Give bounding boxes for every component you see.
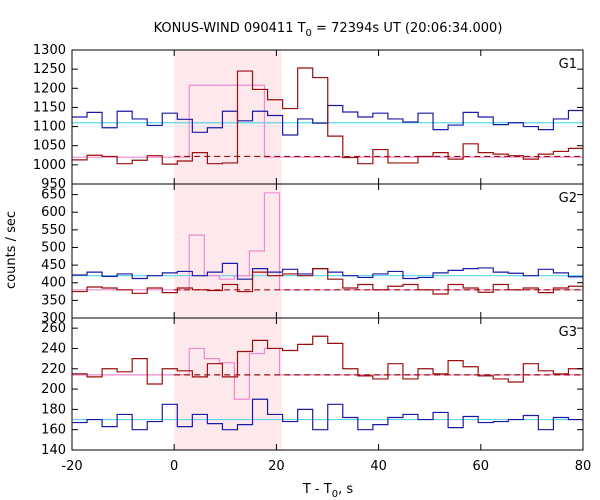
x-tick-label: 40	[370, 459, 387, 474]
panel-g1: 950 1000 1050 1100 1150 1200 1250 1300 G1	[33, 43, 584, 192]
y-tick-label: 1250	[33, 62, 66, 77]
y-tick-label: 450	[41, 258, 66, 273]
y-tick-label: 500	[41, 240, 66, 255]
fit-line-1	[72, 347, 583, 400]
panel-label: G2	[559, 191, 577, 206]
y-tick-label: 1050	[33, 139, 66, 154]
y-tick-label: 140	[41, 443, 66, 458]
x-tick-label: 0	[170, 459, 178, 474]
chart-title: KONUS-WIND 090411 T0 = 72394s UT (20:06:…	[154, 21, 503, 39]
panel-label: G3	[559, 325, 577, 340]
y-tick-label: 260	[41, 321, 66, 336]
panel-frame	[71, 317, 584, 451]
xlabel-sub: 0	[332, 489, 338, 500]
series-band_a	[72, 398, 583, 431]
y-tick-label: 950	[41, 177, 66, 192]
y-tick-label: 400	[41, 276, 66, 291]
panel-plot-area	[72, 67, 583, 165]
series-band_b	[72, 335, 583, 385]
y-tick-label: 1150	[33, 100, 66, 115]
y-tick-label: 350	[41, 293, 66, 308]
fit-line-1	[72, 192, 583, 291]
y-tick-label: 180	[41, 402, 66, 417]
y-tick-label: 300	[41, 311, 66, 326]
y-tick-label: 240	[41, 341, 66, 356]
title-main: KONUS-WIND 090411 T	[154, 21, 306, 36]
x-tick-label: 60	[473, 459, 490, 474]
y-tick-label: 600	[41, 205, 66, 220]
highlight-interval	[174, 50, 282, 184]
highlight-interval	[174, 184, 282, 318]
panel-plot-area	[72, 335, 583, 431]
x-tick-label: 20	[268, 459, 285, 474]
fit-line-1	[72, 84, 583, 158]
title-rest: = 72394s UT (20:06:34.000)	[312, 21, 502, 36]
y-tick-label: 1100	[33, 120, 66, 135]
y-tick-label: 160	[41, 423, 66, 438]
panel-plot-area	[72, 192, 583, 295]
panel-g3: 140 160 180 200 220 240 260 G3	[41, 317, 584, 458]
series-band_a	[72, 262, 583, 280]
title-sub: 0	[306, 28, 312, 39]
y-tick-label: 1200	[33, 81, 66, 96]
y-tick-label: 220	[41, 362, 66, 377]
xlabel-main: T - T	[302, 482, 332, 497]
y-tick-label: 1300	[33, 43, 66, 58]
x-tick-label: 80	[575, 459, 592, 474]
series-band_a	[72, 104, 583, 136]
panel-label: G1	[559, 57, 577, 72]
x-tick-label: -20	[61, 459, 82, 474]
xlabel-rest: , s	[338, 482, 353, 497]
chart-title-text: KONUS-WIND 090411 T0 = 72394s UT (20:06:…	[154, 21, 503, 39]
x-axis-label: T - T0, s	[302, 482, 353, 500]
y-axis-label: counts / sec	[4, 211, 19, 289]
panel-frame	[71, 183, 584, 319]
y-tick-label: 1000	[33, 158, 66, 173]
y-tick-label: 200	[41, 382, 66, 397]
y-tick-label: 550	[41, 223, 66, 238]
panel-g2: 300 350 400 450 500 550 600 650 G2	[41, 183, 584, 326]
y-tick-label: 650	[41, 188, 66, 203]
series-band_b	[72, 67, 583, 165]
